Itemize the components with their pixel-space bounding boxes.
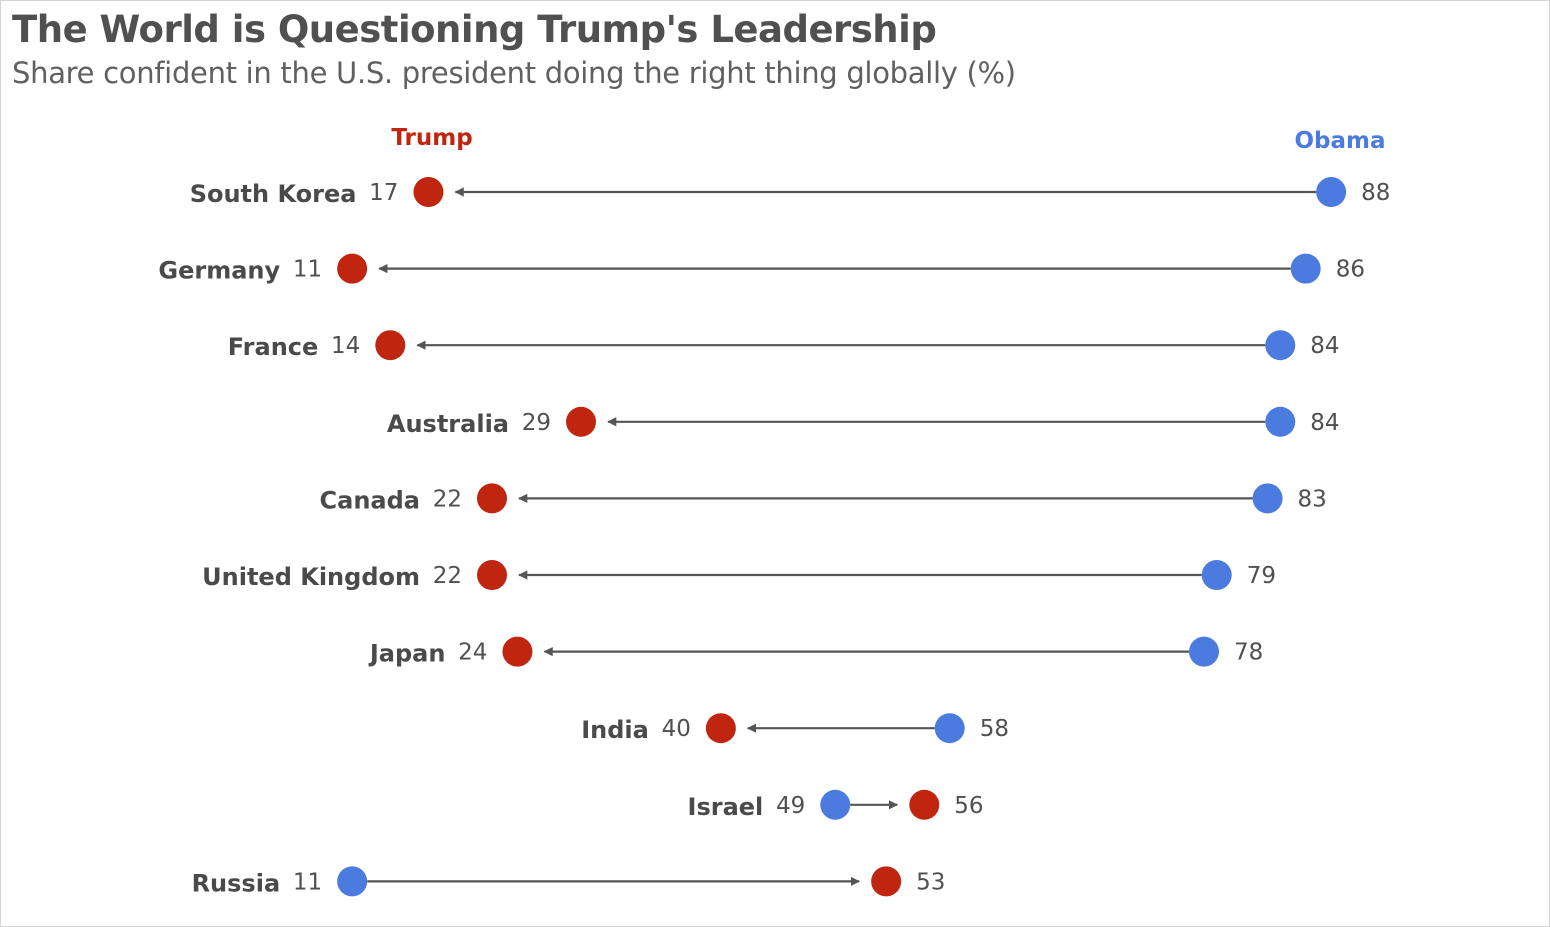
trump-value-label: 11 [293, 257, 322, 283]
obama-value-label: 58 [980, 716, 1009, 742]
obama-dot [934, 713, 965, 744]
trump-value-label: 22 [433, 486, 462, 512]
trump-dot [502, 636, 533, 667]
country-label: India [581, 716, 649, 744]
country-label: South Korea [190, 180, 357, 208]
trump-value-label: 53 [916, 869, 945, 895]
chart-rows: 17 88 South Korea 11 86 Germany 14 84 France 29 84… [158, 177, 1390, 897]
trump-dot [337, 253, 368, 284]
trump-value-label: 14 [331, 333, 360, 359]
row-germany: 11 86 Germany [158, 253, 1365, 285]
row-india: 40 58 India [581, 713, 1009, 744]
obama-dot [1201, 560, 1232, 590]
trump-dot [909, 789, 940, 820]
trump-value-label: 17 [369, 180, 398, 206]
row-canada: 22 83 Canada [320, 483, 1327, 514]
obama-dot [1316, 177, 1347, 207]
country-label: Australia [387, 410, 509, 438]
obama-value-label: 49 [776, 793, 805, 819]
trump-dot [705, 713, 736, 744]
trump-value-label: 40 [662, 716, 691, 742]
obama-value-label: 79 [1247, 563, 1276, 589]
obama-value-label: 83 [1298, 486, 1327, 512]
legend-trump-label: Trump [391, 125, 472, 151]
chart-title: The World is Questioning Trump's Leaders… [12, 8, 937, 51]
row-russia: 11 53 Russia [192, 866, 945, 897]
trump-value-label: 56 [954, 793, 983, 819]
trump-dot [477, 483, 508, 514]
country-label: United Kingdom [202, 563, 420, 591]
row-united-kingdom: 22 79 United Kingdom [202, 560, 1276, 591]
country-label: Germany [158, 257, 280, 285]
country-label: Japan [368, 640, 446, 668]
trump-value-label: 24 [458, 640, 487, 666]
trump-value-label: 22 [433, 563, 462, 589]
country-label: Russia [192, 869, 281, 897]
country-label: Canada [320, 486, 420, 514]
trump-dot [566, 406, 597, 437]
obama-value-label: 88 [1361, 180, 1390, 206]
row-australia: 29 84 Australia [387, 406, 1340, 438]
obama-value-label: 84 [1310, 333, 1339, 359]
trump-value-label: 29 [522, 410, 551, 436]
trump-dot [477, 560, 508, 590]
legend-obama-label: Obama [1294, 128, 1385, 154]
country-label: France [228, 333, 318, 361]
obama-dot [337, 866, 368, 897]
obama-dot [1265, 406, 1296, 437]
country-label: Israel [688, 793, 764, 821]
trump-dot [375, 330, 406, 361]
obama-dot [1290, 253, 1321, 284]
obama-value-label: 84 [1310, 410, 1339, 436]
obama-dot [1188, 636, 1219, 667]
row-japan: 24 78 Japan [368, 636, 1263, 668]
chart-subtitle: Share confident in the U.S. president do… [12, 56, 1016, 90]
obama-value-label: 78 [1234, 640, 1263, 666]
obama-value-label: 11 [293, 869, 322, 895]
obama-dot [1252, 483, 1283, 514]
row-france: 14 84 France [228, 330, 1340, 361]
row-israel: 49 56 Israel [688, 789, 984, 821]
obama-dot [1265, 330, 1296, 361]
row-south-korea: 17 88 South Korea [190, 177, 1390, 208]
obama-dot [820, 789, 851, 820]
trump-dot [871, 866, 902, 897]
obama-value-label: 86 [1336, 257, 1365, 283]
trump-dot [413, 177, 444, 207]
